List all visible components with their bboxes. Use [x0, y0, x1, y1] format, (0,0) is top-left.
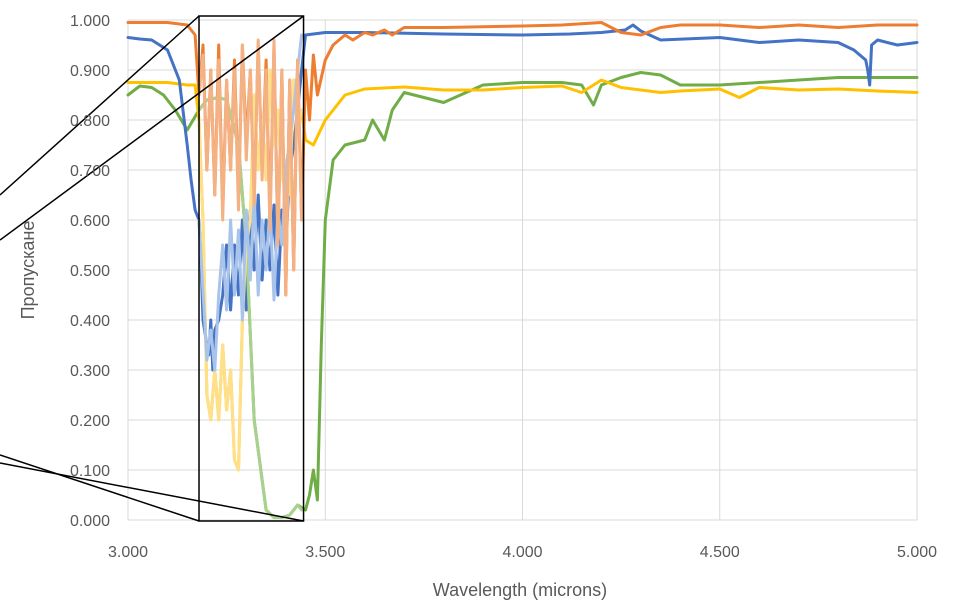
x-tick-labels: 3.000 3.500 4.000 4.500 5.000 — [108, 544, 937, 561]
x-axis-title: Wavelength (microns) — [433, 580, 607, 600]
x-tick-label: 3.500 — [305, 544, 345, 561]
y-tick-label: 0.300 — [70, 363, 110, 380]
y-tick-label: 1.000 — [70, 13, 110, 30]
y-tick-label: 0.200 — [70, 413, 110, 430]
y-tick-label: 0.000 — [70, 513, 110, 530]
y-tick-label: 0.400 — [70, 313, 110, 330]
y-tick-label: 0.500 — [70, 263, 110, 280]
y-tick-label: 0.800 — [70, 113, 110, 130]
y-tick-labels: 0.000 0.100 0.200 0.300 0.400 0.500 0.600 0.700… — [70, 13, 110, 530]
x-tick-label: 4.000 — [502, 544, 542, 561]
y-tick-label: 0.900 — [70, 63, 110, 80]
x-tick-label: 3.000 — [108, 544, 148, 561]
y-tick-label: 0.700 — [70, 163, 110, 180]
x-tick-label: 4.500 — [700, 544, 740, 561]
zoom-connector-line — [0, 463, 304, 521]
x-tick-label: 5.000 — [897, 544, 937, 561]
y-tick-label: 0.100 — [70, 463, 110, 480]
y-tick-label: 0.600 — [70, 213, 110, 230]
y-axis-title: Пропускане — [18, 221, 38, 320]
